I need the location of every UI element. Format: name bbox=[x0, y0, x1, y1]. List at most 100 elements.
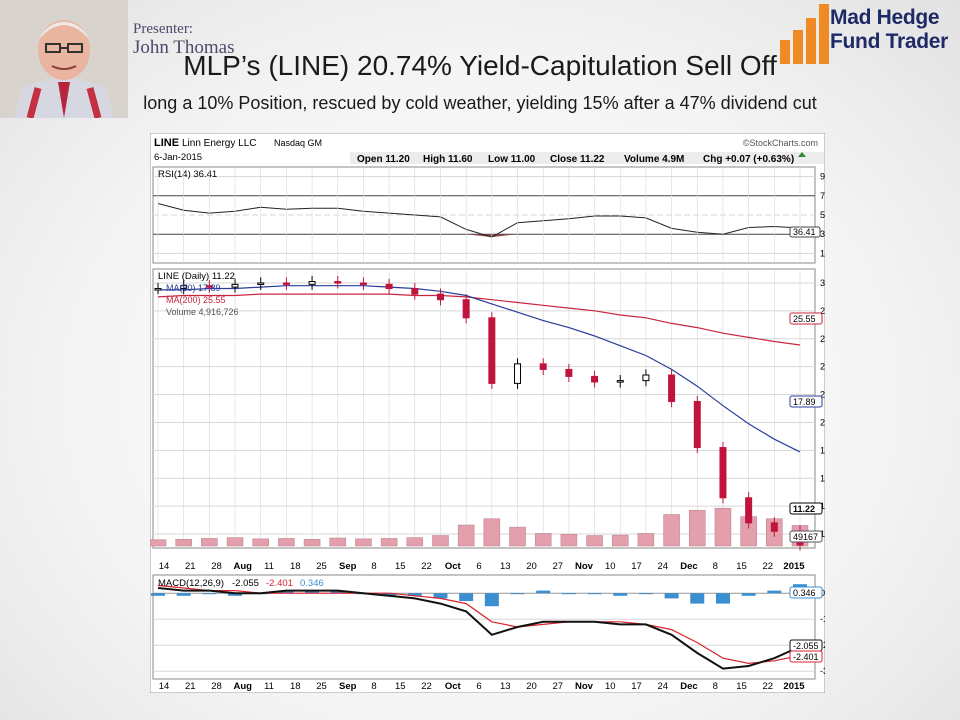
x-axis-label: 20 bbox=[526, 681, 537, 692]
macd-histogram-bar bbox=[305, 590, 320, 594]
volume-bar bbox=[483, 518, 501, 547]
candle-body bbox=[154, 288, 162, 291]
candle-body bbox=[514, 363, 522, 384]
x-axis-label: Sep bbox=[339, 681, 357, 692]
volume-legend: Volume 4,916,726 bbox=[166, 307, 239, 317]
price-tick-label: 18 bbox=[820, 445, 825, 455]
x-axis-label: 25 bbox=[316, 561, 327, 572]
rsi-oversold-fill bbox=[158, 234, 800, 238]
volume-bar bbox=[586, 535, 603, 547]
macd-histogram-bar bbox=[613, 593, 628, 596]
candle-body bbox=[591, 375, 599, 383]
macd-histogram-bar bbox=[767, 590, 782, 594]
header-company: Linn Energy LLC bbox=[182, 138, 257, 149]
price-panel: 30282624222018161412 20M15M10M5M LINE (D… bbox=[150, 167, 825, 679]
macd-legend-macd: -2.055 bbox=[232, 578, 259, 589]
x-axis-label: Aug bbox=[234, 681, 253, 692]
x-axis-label: Oct bbox=[445, 681, 462, 692]
x-axis-label: Dec bbox=[680, 561, 697, 572]
macd-histogram-bar bbox=[536, 590, 551, 594]
slide-title: MLP’s (LINE) 20.74% Yield-Capitulation S… bbox=[183, 50, 777, 81]
macd-tick-label: -3 bbox=[820, 666, 825, 676]
candle-body bbox=[719, 447, 727, 499]
candle-body bbox=[616, 380, 624, 383]
macd-histogram-bar bbox=[407, 593, 422, 596]
logo-wordmark: Mad Hedge Fund Trader bbox=[830, 6, 948, 54]
ma200-legend: MA(200) 25.55 bbox=[166, 295, 226, 305]
ma50-last-label: 17.89 bbox=[793, 397, 816, 407]
macd-panel: 0-1-2-3 MACD(12,26,9) -2.055 -2.401 0.34… bbox=[151, 574, 825, 680]
x-axis-label: 17 bbox=[631, 561, 642, 572]
macd-legend-name: MACD(12,26,9) bbox=[158, 578, 224, 589]
header-chg: Chg +0.07 (+0.63%) bbox=[703, 154, 794, 165]
x-axis-label: Dec bbox=[680, 681, 697, 692]
price-tick-label: 26 bbox=[820, 334, 825, 344]
macd-histogram-bar bbox=[690, 593, 705, 604]
candle-body bbox=[385, 283, 393, 290]
x-axis-label: 18 bbox=[290, 561, 301, 572]
x-axis-label: Sep bbox=[339, 561, 357, 572]
up-arrow-icon bbox=[798, 152, 806, 157]
header-open: Open 11.20 bbox=[357, 154, 410, 165]
stock-chart: LINE Linn Energy LLC Nasdaq GM 6-Jan-201… bbox=[150, 133, 825, 693]
presenter-block: Presenter: John Thomas bbox=[133, 21, 235, 58]
rsi-panel: 90 70 50 30 10 RSI(14) 36.41 36.41 bbox=[152, 166, 825, 264]
x-axis-label: Aug bbox=[234, 561, 253, 572]
rsi-tick-label: 70 bbox=[820, 191, 825, 201]
candle-body bbox=[411, 288, 419, 295]
x-axis-label: 25 bbox=[316, 681, 327, 692]
price-tick-label: 28 bbox=[820, 306, 825, 316]
slide-subtitle: long a 10% Position, rescued by cold wea… bbox=[143, 93, 817, 113]
x-axis-label: 24 bbox=[657, 681, 668, 692]
header-high: High 11.60 bbox=[423, 154, 473, 165]
x-axis-label: 15 bbox=[736, 561, 747, 572]
macd-histogram-bar bbox=[459, 593, 474, 601]
presenter-label: Presenter: bbox=[133, 21, 193, 37]
volume-last-label: 49167 bbox=[793, 532, 818, 542]
volume-bar bbox=[509, 526, 526, 547]
candle-body bbox=[205, 285, 213, 288]
candle-body bbox=[693, 401, 701, 449]
macd-line bbox=[157, 587, 801, 670]
x-axis-label: 28 bbox=[211, 681, 222, 692]
x-axis-label: 20 bbox=[526, 561, 537, 572]
candle-body bbox=[334, 281, 342, 284]
x-axis-label: 8 bbox=[371, 561, 376, 572]
x-axis-label: 14 bbox=[159, 681, 170, 692]
x-axis-label: 6 bbox=[476, 681, 481, 692]
x-axis-label: Oct bbox=[445, 561, 462, 572]
macd-histogram-bar bbox=[279, 590, 294, 594]
x-axis-bottom: 14 21 28 Aug 11 18 25 Sep 8 15 22 Oct 6 13 20 27 Nov 10 17… bbox=[159, 681, 806, 692]
logo-line-1: Mad Hedge bbox=[830, 6, 940, 29]
candle-body bbox=[488, 317, 496, 384]
ma50-line bbox=[158, 285, 801, 453]
macd-legend-hist: 0.346 bbox=[300, 578, 324, 589]
macd-tick-label: -1 bbox=[820, 614, 825, 624]
x-axis-label: 14 bbox=[159, 561, 170, 572]
price-tick-label: 20 bbox=[820, 417, 825, 427]
rsi-last-label: 36.41 bbox=[793, 227, 816, 237]
candle-body bbox=[436, 293, 444, 301]
volume-bar bbox=[226, 537, 244, 547]
candle-body bbox=[668, 374, 676, 403]
volume-bar bbox=[175, 539, 192, 547]
x-axis-label: 27 bbox=[552, 561, 563, 572]
volume-bar bbox=[303, 539, 321, 547]
x-axis-label: 11 bbox=[264, 561, 274, 572]
volume-bar bbox=[689, 510, 706, 547]
x-axis-label: 22 bbox=[421, 681, 432, 692]
rsi-tick-label: 30 bbox=[820, 229, 825, 239]
x-axis-label: Nov bbox=[575, 561, 594, 572]
logo-bars-icon bbox=[780, 4, 829, 64]
candle-body bbox=[308, 281, 316, 285]
x-axis-label: 18 bbox=[290, 681, 301, 692]
header-low: Low 11.00 bbox=[488, 154, 536, 165]
x-axis-label: 27 bbox=[552, 681, 563, 692]
candle-body bbox=[257, 282, 265, 285]
x-axis-label: 15 bbox=[736, 681, 747, 692]
x-axis-label: 2015 bbox=[783, 681, 805, 692]
rsi-tick-label: 10 bbox=[820, 248, 825, 258]
rsi-tick-label: 50 bbox=[820, 210, 825, 220]
macd-histogram-bar bbox=[151, 593, 165, 596]
macd-histogram-bar bbox=[330, 590, 345, 594]
